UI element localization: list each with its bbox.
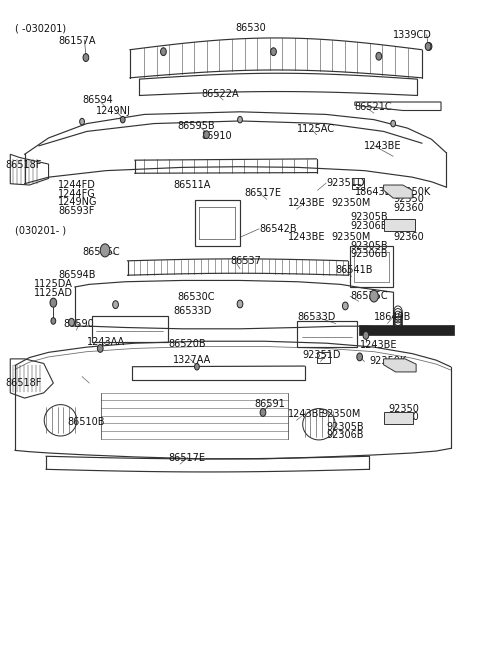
Text: (030201- ): (030201- ) [15, 226, 66, 236]
Text: 86530: 86530 [235, 23, 266, 33]
Text: 1249NJ: 1249NJ [96, 105, 132, 115]
Text: 1327AA: 1327AA [173, 354, 211, 365]
Text: 86594B: 86594B [58, 270, 96, 280]
Circle shape [357, 353, 362, 361]
Text: 1243AA: 1243AA [87, 337, 125, 347]
Circle shape [342, 302, 348, 310]
Text: 1125DA: 1125DA [34, 280, 73, 290]
Circle shape [238, 117, 242, 123]
Text: 92350M: 92350M [331, 198, 370, 208]
Text: 92350: 92350 [393, 195, 424, 204]
Text: 92306B: 92306B [350, 221, 387, 231]
Text: 1243BE: 1243BE [288, 198, 325, 208]
Text: 86533D: 86533D [298, 312, 336, 322]
Text: 1249NG: 1249NG [58, 197, 97, 207]
Text: 86530C: 86530C [178, 292, 216, 303]
Circle shape [370, 290, 378, 302]
Circle shape [113, 301, 119, 309]
Text: 1243BE: 1243BE [364, 141, 402, 151]
Text: 86590: 86590 [63, 318, 94, 329]
Text: 92305B: 92305B [350, 241, 388, 251]
Text: 18643D: 18643D [355, 187, 393, 196]
Text: 92306B: 92306B [350, 250, 387, 259]
Circle shape [260, 409, 266, 417]
Text: 92350: 92350 [388, 403, 419, 413]
Polygon shape [384, 413, 413, 424]
Bar [194, 200, 240, 246]
Text: 92305B: 92305B [350, 212, 388, 222]
Polygon shape [384, 185, 412, 198]
Text: 86518F: 86518F [5, 160, 42, 170]
Bar [298, 321, 357, 347]
Circle shape [80, 119, 84, 125]
Text: 86535C: 86535C [350, 291, 388, 301]
Text: 86537: 86537 [230, 257, 261, 267]
Circle shape [376, 52, 382, 60]
Text: 92360: 92360 [393, 203, 424, 213]
Text: 86517E: 86517E [245, 188, 282, 198]
Circle shape [425, 43, 431, 50]
Text: 1125AD: 1125AD [34, 288, 73, 298]
Circle shape [83, 54, 89, 62]
Text: 18649B: 18649B [374, 312, 411, 322]
Circle shape [160, 48, 166, 56]
Text: REF 91-923: REF 91-923 [362, 326, 420, 335]
Circle shape [120, 117, 125, 123]
Polygon shape [384, 359, 416, 372]
Text: 1125AC: 1125AC [298, 124, 336, 134]
Text: 86521C: 86521C [355, 102, 393, 111]
Circle shape [271, 48, 276, 56]
Bar [350, 246, 393, 287]
Text: 86510B: 86510B [68, 417, 105, 426]
Text: 1243BE: 1243BE [288, 409, 325, 419]
Circle shape [194, 364, 199, 370]
Text: 86542B: 86542B [259, 224, 297, 234]
Text: 1243BE: 1243BE [360, 340, 397, 350]
Polygon shape [384, 219, 415, 231]
Circle shape [51, 318, 56, 324]
Text: 92305B: 92305B [326, 422, 364, 432]
Text: REF 91-923: REF 91-923 [380, 326, 433, 335]
Circle shape [391, 121, 396, 127]
Text: 92350M: 92350M [331, 232, 370, 242]
Circle shape [237, 300, 243, 308]
Text: ( -030201): ( -030201) [15, 23, 66, 33]
Text: 92306B: 92306B [326, 430, 364, 440]
Text: 92360: 92360 [393, 232, 424, 242]
Text: 86535C: 86535C [82, 247, 120, 257]
Text: 86910: 86910 [202, 131, 232, 141]
Circle shape [204, 131, 209, 139]
Text: 92350K: 92350K [393, 187, 431, 196]
Text: 86520B: 86520B [168, 339, 206, 349]
Circle shape [69, 318, 74, 326]
Circle shape [426, 43, 432, 50]
Text: 86595B: 86595B [178, 121, 216, 131]
Text: 1244FD: 1244FD [58, 180, 96, 190]
Text: 1243BE: 1243BE [288, 232, 325, 242]
Text: 86541B: 86541B [336, 265, 373, 275]
Text: 86157A: 86157A [58, 36, 96, 47]
Circle shape [100, 244, 110, 257]
Text: 92350M: 92350M [322, 409, 361, 419]
Text: 92351D: 92351D [302, 350, 341, 360]
Circle shape [97, 345, 103, 352]
Bar [92, 316, 168, 342]
Text: 92351D: 92351D [326, 178, 365, 188]
Text: 86533D: 86533D [173, 305, 211, 316]
Text: 86518F: 86518F [5, 378, 42, 388]
Circle shape [50, 298, 57, 307]
Circle shape [363, 331, 369, 339]
Bar [359, 325, 455, 335]
Text: 86522A: 86522A [202, 88, 240, 98]
Text: 86593F: 86593F [58, 206, 95, 215]
Text: 92350K: 92350K [369, 356, 407, 367]
Text: 1339CD: 1339CD [393, 29, 432, 40]
Text: 86591: 86591 [254, 399, 285, 409]
Text: 92360: 92360 [388, 412, 419, 422]
Text: 86594: 86594 [82, 95, 113, 105]
Text: 1244FG: 1244FG [58, 189, 96, 198]
Text: 86511A: 86511A [173, 180, 210, 190]
Text: 86517E: 86517E [168, 453, 205, 462]
